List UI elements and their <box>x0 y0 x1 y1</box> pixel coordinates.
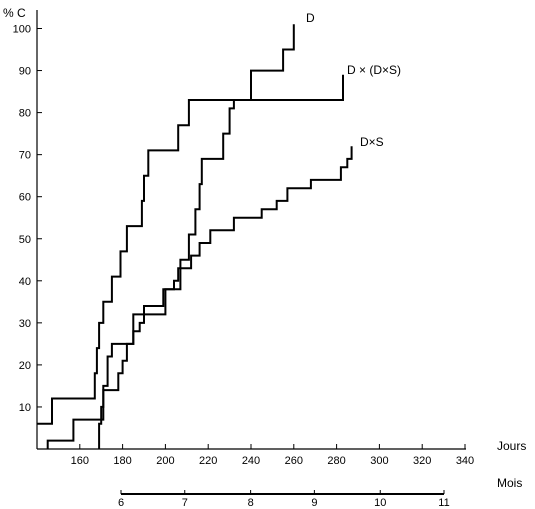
series-labels: D D × (D×S) D×S <box>306 11 401 149</box>
x-tick-label: 340 <box>456 455 474 467</box>
y-tick-label: 60 <box>19 192 31 204</box>
month-tick-label: 10 <box>374 497 386 509</box>
x-tick-label: 180 <box>113 455 131 467</box>
x-tick-label: 240 <box>242 455 260 467</box>
x-axis-title: Jours <box>497 439 526 453</box>
series-label-2: D × (D×S) <box>347 63 401 77</box>
y-tick-label: 100 <box>13 24 31 36</box>
y-ticks: 10 20 30 40 50 60 70 80 90 100 <box>13 24 42 414</box>
month-tick-label: 7 <box>182 497 188 509</box>
y-tick-label: 10 <box>19 402 31 414</box>
series-label-1: D <box>306 11 315 25</box>
y-tick-label: 90 <box>19 66 31 78</box>
y-tick-label: 50 <box>19 234 31 246</box>
y-axis-title: % C <box>3 6 26 20</box>
series-label-3: D×S <box>360 135 384 149</box>
x-tick-label: 260 <box>285 455 303 467</box>
month-tick-label: 6 <box>118 497 124 509</box>
month-tick-label: 11 <box>438 497 449 509</box>
y-tick-label: 30 <box>19 318 31 330</box>
x-tick-label: 280 <box>327 455 345 467</box>
series-lines <box>37 24 353 449</box>
series-line-2 <box>46 74 344 449</box>
months-axis-title: Mois <box>497 476 522 490</box>
x-ticks: 160 180 200 220 240 260 280 300 320 340 <box>71 444 474 467</box>
series-line-3 <box>98 146 353 449</box>
x-tick-label: 200 <box>156 455 174 467</box>
y-tick-label: 70 <box>19 150 31 162</box>
x-tick-label: 220 <box>199 455 217 467</box>
y-tick-label: 40 <box>19 276 31 288</box>
x-tick-label: 160 <box>71 455 89 467</box>
month-ticks: 6 7 8 9 10 11 <box>118 490 450 509</box>
y-tick-label: 80 <box>19 108 31 120</box>
x-tick-label: 320 <box>413 455 431 467</box>
month-tick-label: 8 <box>248 497 254 509</box>
y-tick-label: 20 <box>19 360 31 372</box>
x-tick-label: 300 <box>370 455 388 467</box>
series-line-1 <box>37 24 295 425</box>
month-tick-label: 9 <box>311 497 317 509</box>
